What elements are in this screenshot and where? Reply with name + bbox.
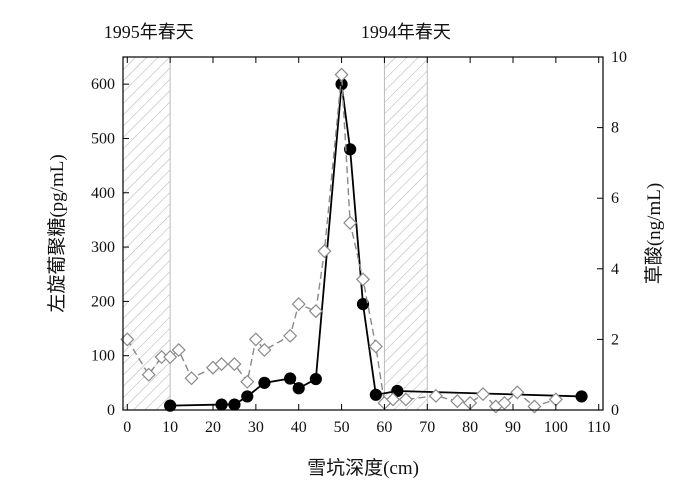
data-point-left	[215, 398, 228, 411]
data-point-right	[163, 350, 178, 365]
data-point-left	[292, 382, 305, 395]
shaded-regions	[122, 56, 428, 411]
data-point-left	[284, 372, 297, 385]
data-point-left	[344, 143, 357, 156]
x-tick-label: 20	[205, 419, 221, 436]
y-right-tick-label: 0	[611, 402, 619, 419]
y-left-tick-label: 500	[91, 130, 115, 147]
data-point-right	[398, 392, 413, 407]
x-tick-label: 100	[544, 419, 568, 436]
axis-ticks: 0 10 20 30 40 50 60 70 80 90 100 110010020030040050…	[91, 49, 627, 436]
data-point-right	[368, 339, 383, 354]
x-tick-label: 70	[419, 419, 435, 436]
data-point-right	[227, 357, 242, 372]
x-tick-label: 30	[248, 419, 264, 436]
data-point-right	[317, 244, 332, 259]
x-tick-label: 80	[462, 419, 478, 436]
y-right-tick-label: 6	[611, 190, 619, 207]
y-axis-right-label: 草酸(ng/mL)	[643, 183, 665, 284]
y-left-tick-label: 600	[91, 76, 115, 93]
data-point-right	[248, 332, 263, 347]
series-line-right	[126, 74, 557, 408]
y-axis-left-label: 左旋葡聚糖(pg/mL)	[46, 154, 68, 312]
data-point-right	[240, 374, 255, 389]
data-point-left	[369, 388, 382, 401]
data-point-left	[309, 372, 322, 386]
data-point-right	[214, 357, 229, 372]
data-point-left	[391, 384, 404, 398]
data-point-left	[241, 390, 254, 403]
data-point-right	[283, 328, 298, 343]
y-left-tick-label: 0	[107, 402, 115, 419]
data-point-right	[510, 385, 525, 400]
y-left-tick-label: 400	[91, 185, 115, 202]
y-left-tick-label: 200	[91, 293, 115, 310]
x-axis-label: 雪坑深度(cm)	[307, 457, 419, 479]
data-point-left	[258, 376, 271, 389]
data-point-left	[356, 298, 370, 311]
data-point-right	[334, 67, 349, 82]
data-point-right	[497, 395, 512, 410]
series-layer	[120, 67, 588, 414]
series-line-left	[170, 84, 582, 407]
data-point-right	[308, 304, 323, 319]
season-annotation: 1994年春天	[361, 22, 451, 42]
y-right-tick-label: 10	[611, 49, 627, 66]
data-point-right	[450, 394, 465, 409]
y-right-tick-label: 8	[611, 120, 619, 137]
data-point-right	[428, 388, 443, 403]
plot-frame	[122, 56, 604, 411]
data-point-right	[355, 272, 371, 287]
data-point-right	[141, 367, 156, 382]
y-right-tick-label: 4	[611, 261, 619, 278]
x-tick-label: 60	[376, 419, 392, 436]
y-right-tick-label: 2	[611, 331, 619, 348]
data-point-left	[575, 390, 588, 403]
x-tick-label: 40	[291, 419, 307, 436]
data-point-right	[257, 342, 272, 358]
data-point-right	[171, 342, 186, 358]
season-annotation: 1995年春天	[104, 22, 194, 42]
data-point-right	[343, 215, 358, 230]
shaded-region-1	[383, 56, 428, 411]
data-point-right	[184, 371, 199, 386]
annotations: 1995年春天 1994年春天	[104, 22, 451, 42]
y-left-tick-label: 100	[91, 348, 115, 365]
data-point-right	[291, 297, 306, 312]
x-tick-label: 0	[123, 419, 131, 436]
x-tick-label: 110	[587, 419, 610, 436]
x-tick-label: 50	[334, 419, 350, 436]
y-left-tick-label: 300	[91, 239, 115, 256]
x-tick-label: 90	[505, 419, 521, 436]
x-tick-label: 10	[162, 419, 178, 436]
data-point-right	[475, 387, 491, 402]
data-point-right	[385, 392, 401, 407]
data-point-left	[228, 398, 241, 411]
